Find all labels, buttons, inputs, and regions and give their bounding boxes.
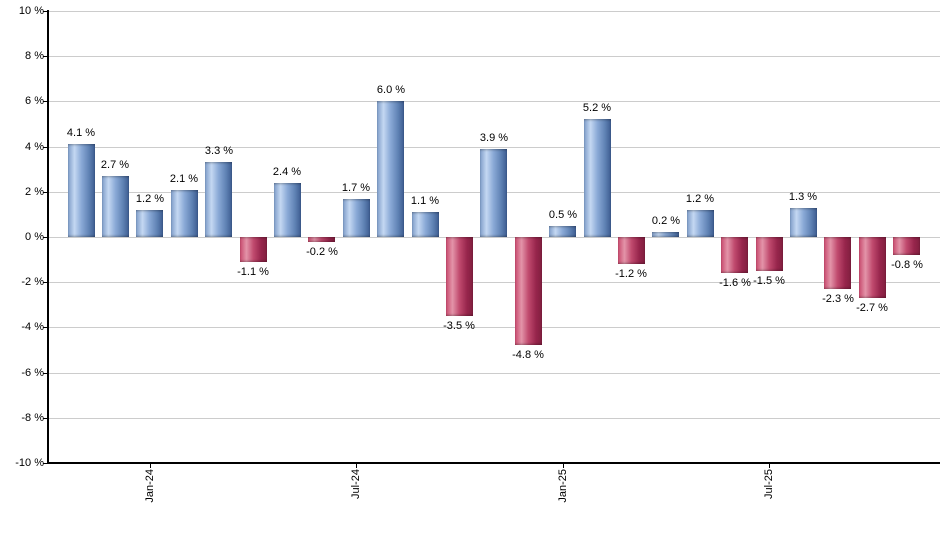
bar-value-label: -0.2 % xyxy=(306,246,338,258)
bar-positive xyxy=(102,176,129,237)
y-axis-line xyxy=(47,10,49,464)
y-axis-tick xyxy=(43,101,48,102)
bar-value-label: -1.6 % xyxy=(719,277,751,289)
bar-negative xyxy=(515,237,542,345)
bar-positive xyxy=(136,210,163,237)
y-gridline xyxy=(48,327,940,328)
bar-value-label: 6.0 % xyxy=(376,84,406,96)
bar-negative xyxy=(756,237,783,271)
bar-value-label: -0.8 % xyxy=(891,259,923,271)
y-gridline xyxy=(48,56,940,57)
y-axis-tick xyxy=(43,192,48,193)
bar-value-label: 2.7 % xyxy=(100,159,130,171)
bar-positive xyxy=(274,183,301,237)
y-axis-tick xyxy=(43,418,48,419)
x-axis-tick xyxy=(563,463,564,468)
y-tick-label: -2 % xyxy=(21,276,44,288)
y-tick-label: 8 % xyxy=(25,50,44,62)
y-axis-tick xyxy=(43,373,48,374)
y-tick-label: -4 % xyxy=(21,321,44,333)
y-gridline xyxy=(48,101,940,102)
bar-negative xyxy=(824,237,851,289)
y-tick-label: 2 % xyxy=(25,186,44,198)
x-axis-tick xyxy=(356,463,357,468)
y-gridline xyxy=(48,237,940,238)
y-tick-label: 6 % xyxy=(25,95,44,107)
x-tick-label: Jul-24 xyxy=(350,469,362,499)
x-axis-tick xyxy=(150,463,151,468)
bar-value-label: 1.2 % xyxy=(685,193,715,205)
bar-value-label: -1.1 % xyxy=(237,266,269,278)
x-tick-label: Jan-24 xyxy=(144,469,156,503)
y-gridline xyxy=(48,373,940,374)
bar-positive xyxy=(412,212,439,237)
y-axis-tick xyxy=(43,56,48,57)
x-axis-line xyxy=(47,462,940,464)
bar-positive xyxy=(205,162,232,237)
x-axis-tick xyxy=(769,463,770,468)
bar-negative xyxy=(446,237,473,316)
bar-value-label: -4.8 % xyxy=(512,349,544,361)
bar-negative xyxy=(893,237,920,255)
y-axis-tick xyxy=(43,282,48,283)
bar-negative xyxy=(240,237,267,262)
bar-positive xyxy=(68,144,95,237)
y-gridline xyxy=(48,418,940,419)
bar-value-label: 1.3 % xyxy=(788,191,818,203)
y-tick-label: -6 % xyxy=(21,367,44,379)
bar-value-label: 1.7 % xyxy=(341,182,371,194)
bar-value-label: 0.2 % xyxy=(651,215,681,227)
bar-value-label: 4.1 % xyxy=(66,127,96,139)
bar-value-label: -2.3 % xyxy=(822,293,854,305)
y-axis-tick xyxy=(43,237,48,238)
bar-value-label: 0.5 % xyxy=(548,209,578,221)
y-tick-label: -8 % xyxy=(21,412,44,424)
bar-negative xyxy=(721,237,748,273)
bar-positive xyxy=(584,119,611,237)
y-tick-label: 4 % xyxy=(25,141,44,153)
bar-value-label: 1.1 % xyxy=(410,195,440,207)
bar-value-label: -2.7 % xyxy=(856,302,888,314)
bar-positive xyxy=(790,208,817,237)
y-tick-label: 0 % xyxy=(25,231,44,243)
bar-positive xyxy=(549,226,576,237)
bar-value-label: 2.1 % xyxy=(169,173,199,185)
y-gridline xyxy=(48,282,940,283)
x-tick-label: Jan-25 xyxy=(557,469,569,503)
bar-value-label: -1.5 % xyxy=(753,275,785,287)
y-axis-tick xyxy=(43,11,48,12)
bar-value-label: 1.2 % xyxy=(135,193,165,205)
y-tick-label: 10 % xyxy=(18,5,44,17)
bar-value-label: -3.5 % xyxy=(443,320,475,332)
y-axis-tick xyxy=(43,147,48,148)
y-tick-label: -10 % xyxy=(15,457,44,469)
bar-positive xyxy=(377,101,404,237)
bar-positive xyxy=(171,190,198,237)
y-gridline xyxy=(48,11,940,12)
y-gridline xyxy=(48,147,940,148)
bar-positive xyxy=(687,210,714,237)
bar-positive xyxy=(652,232,679,237)
bar-value-label: 3.3 % xyxy=(204,145,234,157)
y-axis-tick xyxy=(43,463,48,464)
bar-value-label: -1.2 % xyxy=(615,268,647,280)
bar-positive xyxy=(343,199,370,237)
bar-value-label: 3.9 % xyxy=(479,132,509,144)
bar-negative xyxy=(308,237,335,242)
bar-negative xyxy=(859,237,886,298)
bar-negative xyxy=(618,237,645,264)
bar-positive xyxy=(480,149,507,237)
y-axis-tick xyxy=(43,327,48,328)
bar-value-label: 5.2 % xyxy=(582,102,612,114)
bar-value-label: 2.4 % xyxy=(272,166,302,178)
x-tick-label: Jul-25 xyxy=(763,469,775,499)
